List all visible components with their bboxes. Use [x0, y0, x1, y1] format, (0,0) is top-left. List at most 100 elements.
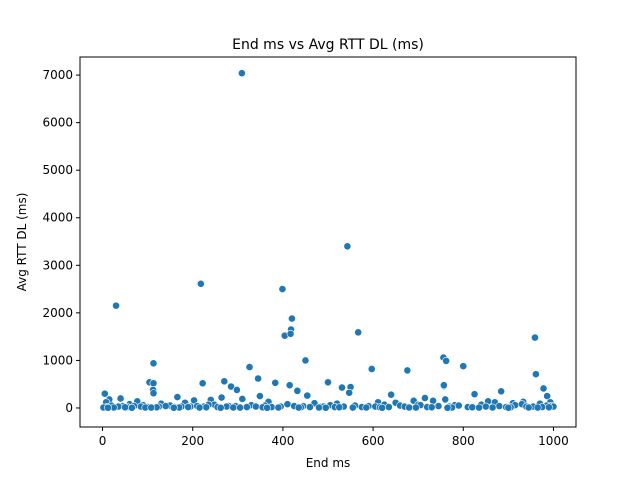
data-point: [335, 403, 344, 412]
data-point: [303, 391, 312, 400]
data-point: [242, 403, 251, 411]
data-point: [237, 69, 246, 78]
data-point: [220, 377, 229, 386]
y-tick-label: 2000: [42, 306, 73, 320]
data-point: [533, 403, 542, 412]
data-point: [286, 329, 295, 338]
data-point: [531, 370, 540, 379]
data-point: [539, 384, 548, 393]
data-point: [251, 402, 260, 411]
data-point: [468, 403, 477, 412]
y-tick-label: 6000: [42, 116, 73, 130]
data-point: [524, 403, 533, 412]
data-point: [245, 363, 254, 371]
data-point: [116, 394, 125, 403]
data-point: [285, 381, 294, 390]
data-point: [403, 366, 412, 375]
data-point: [184, 403, 193, 411]
data-point: [202, 403, 211, 412]
data-points: [99, 69, 558, 412]
data-point: [543, 392, 552, 400]
data-point: [405, 403, 414, 412]
data-point: [443, 403, 452, 412]
data-point: [459, 362, 468, 371]
x-tick-label: 400: [271, 434, 294, 448]
data-point: [227, 382, 235, 391]
y-tick-label: 1000: [42, 353, 73, 367]
data-point: [229, 403, 238, 412]
data-point: [263, 403, 272, 412]
data-point: [504, 403, 513, 412]
data-point: [442, 356, 451, 365]
data-point: [173, 393, 182, 401]
y-tick-label: 7000: [42, 68, 73, 82]
data-point: [324, 378, 332, 387]
x-tick-label: 1000: [538, 434, 569, 448]
x-tick-label: 800: [452, 434, 475, 448]
data-point: [161, 402, 170, 410]
data-point: [427, 403, 436, 412]
data-point: [149, 359, 158, 368]
data-point: [545, 403, 553, 412]
data-point: [497, 387, 506, 396]
data-point: [238, 395, 247, 403]
data-point: [149, 389, 158, 398]
data-point: [441, 395, 450, 404]
data-point: [421, 394, 429, 402]
data-point: [195, 403, 204, 412]
data-point: [439, 381, 448, 390]
data-point: [306, 403, 314, 411]
data-point: [233, 386, 241, 394]
data-point: [495, 402, 504, 410]
data-point: [321, 403, 330, 412]
data-point: [196, 279, 205, 288]
data-point: [293, 386, 302, 395]
data-point: [454, 401, 463, 410]
data-point: [367, 365, 376, 373]
data-point: [147, 403, 156, 412]
y-axis-title: Avg RTT DL (ms): [15, 193, 29, 292]
data-point: [475, 403, 483, 412]
data-point: [434, 402, 443, 410]
plot-frame: [79, 56, 577, 428]
data-point: [271, 378, 280, 387]
data-point: [338, 383, 346, 392]
y-tick-label: 4000: [42, 211, 73, 225]
data-point: [283, 400, 292, 409]
data-point: [216, 403, 225, 412]
x-axis-ticks: 0 200 400 600 800 1000: [99, 427, 569, 448]
data-point: [274, 403, 283, 412]
y-tick-label: 5000: [42, 163, 73, 177]
data-point: [236, 403, 244, 412]
x-axis-title: End ms: [306, 456, 351, 470]
data-point: [429, 396, 437, 405]
x-tick-label: 200: [181, 434, 204, 448]
data-point: [315, 403, 323, 412]
data-point: [256, 392, 264, 400]
data-point: [217, 393, 226, 402]
data-point: [387, 390, 396, 399]
data-point: [288, 314, 296, 323]
data-point: [104, 403, 112, 412]
y-tick-label: 0: [65, 401, 73, 415]
y-axis-ticks: 0 1000 2000 3000 4000 5000 6000 7000: [42, 68, 80, 415]
x-tick-label: 0: [99, 434, 107, 448]
x-tick-label: 600: [362, 434, 385, 448]
data-point: [343, 242, 352, 251]
data-point: [345, 388, 354, 397]
data-point: [412, 403, 420, 412]
data-point: [362, 403, 371, 412]
data-point: [378, 403, 387, 412]
data-point: [384, 403, 393, 411]
data-point: [254, 374, 263, 383]
data-point: [169, 403, 178, 412]
data-point: [278, 285, 287, 293]
data-point: [121, 403, 129, 412]
data-point: [354, 328, 363, 337]
data-point: [348, 403, 357, 412]
chart-title: End ms vs Avg RTT DL (ms): [232, 37, 424, 53]
data-point: [294, 403, 303, 412]
data-point: [127, 403, 136, 412]
data-point: [112, 301, 120, 310]
